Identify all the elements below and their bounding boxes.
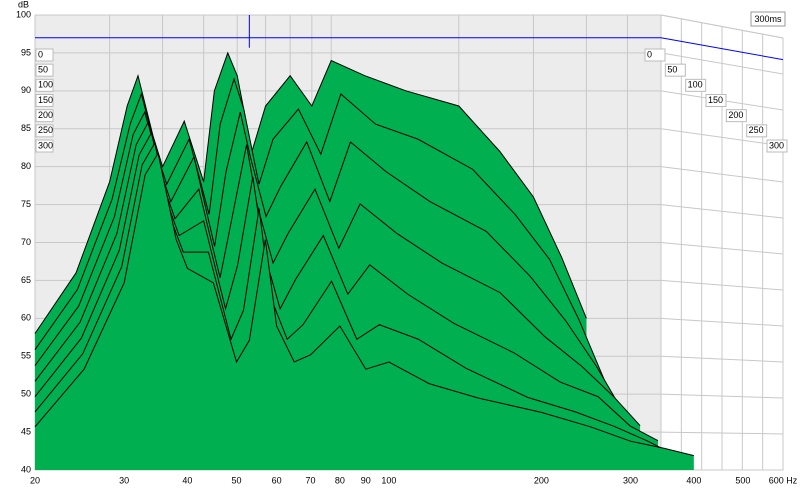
time-tick-label: 100 bbox=[688, 80, 703, 90]
x-tick-label: 40 bbox=[182, 475, 192, 485]
y-tick-label: 80 bbox=[21, 161, 31, 171]
slice-line bbox=[34, 110, 623, 411]
time-label-box bbox=[746, 124, 768, 138]
x-tick-label: 70 bbox=[306, 475, 316, 485]
x-tick-label: 200 bbox=[534, 475, 549, 485]
slice-line bbox=[34, 151, 694, 457]
x-tick-label: 500 bbox=[735, 475, 750, 485]
time-tick-label: 250 bbox=[749, 125, 764, 135]
time-tick-label: 50 bbox=[38, 65, 48, 75]
y-tick-label: 40 bbox=[21, 464, 31, 474]
time-label-box bbox=[35, 139, 54, 153]
x-tick-label: 30 bbox=[119, 475, 129, 485]
time-label-box bbox=[705, 94, 727, 107]
time-readout-box bbox=[750, 11, 786, 27]
x-tick-label: 50 bbox=[232, 475, 242, 485]
time-label-box bbox=[664, 63, 686, 77]
y-tick-label: 75 bbox=[21, 199, 31, 209]
time-tick-label: 250 bbox=[38, 125, 53, 135]
x-tick-label: 300 bbox=[623, 475, 638, 485]
slice-line bbox=[34, 121, 641, 426]
time-label-box bbox=[644, 48, 666, 62]
x-tick-label: 600 Hz bbox=[769, 475, 798, 485]
x-tick-label: 80 bbox=[335, 475, 345, 485]
slice-fill bbox=[35, 153, 694, 470]
y-tick-label: 85 bbox=[21, 123, 31, 133]
y-tick-label: 60 bbox=[21, 313, 31, 323]
y-tick-label: 70 bbox=[21, 237, 31, 247]
time-tick-label: 150 bbox=[38, 95, 53, 105]
y-tick-label: 50 bbox=[21, 389, 31, 399]
x-tick-label: 90 bbox=[361, 475, 371, 485]
cursor-horizontal bbox=[660, 37, 784, 61]
time-label-box bbox=[35, 109, 54, 123]
x-tick-label: 100 bbox=[381, 475, 396, 485]
time-readout: 300ms bbox=[754, 14, 782, 24]
y-tick-label: 90 bbox=[21, 85, 31, 95]
y-axis-label: dB bbox=[18, 0, 29, 9]
y-tick-label: 65 bbox=[21, 275, 31, 285]
slice-line bbox=[34, 141, 677, 456]
y-tick-label: 55 bbox=[21, 351, 31, 361]
x-tick-label: 400 bbox=[686, 475, 701, 485]
time-tick-label: 100 bbox=[38, 80, 53, 90]
time-label-box bbox=[35, 48, 54, 62]
time-tick-label: 0 bbox=[647, 49, 652, 59]
time-tick-label: 200 bbox=[38, 110, 53, 120]
time-tick-label: 150 bbox=[708, 95, 723, 105]
time-label-box bbox=[685, 78, 707, 92]
time-label-box bbox=[35, 94, 54, 107]
time-tick-label: 0 bbox=[38, 49, 43, 59]
y-tick-label: 95 bbox=[21, 47, 31, 57]
time-label-box bbox=[35, 124, 54, 138]
time-label-box bbox=[725, 109, 747, 123]
time-label-box bbox=[35, 63, 54, 77]
time-tick-label: 300 bbox=[769, 140, 784, 150]
x-tick-label: 60 bbox=[272, 475, 282, 485]
y-tick-label: 100 bbox=[16, 9, 31, 19]
slice-line bbox=[34, 77, 605, 380]
time-tick-label: 200 bbox=[728, 110, 743, 120]
time-tick-label: 50 bbox=[667, 65, 677, 75]
time-label-box bbox=[766, 139, 788, 153]
slice-line bbox=[34, 131, 659, 442]
x-tick-label: 20 bbox=[30, 475, 40, 485]
y-tick-label: 45 bbox=[21, 426, 31, 436]
time-tick-label: 300 bbox=[38, 140, 53, 150]
time-label-box bbox=[35, 78, 54, 92]
